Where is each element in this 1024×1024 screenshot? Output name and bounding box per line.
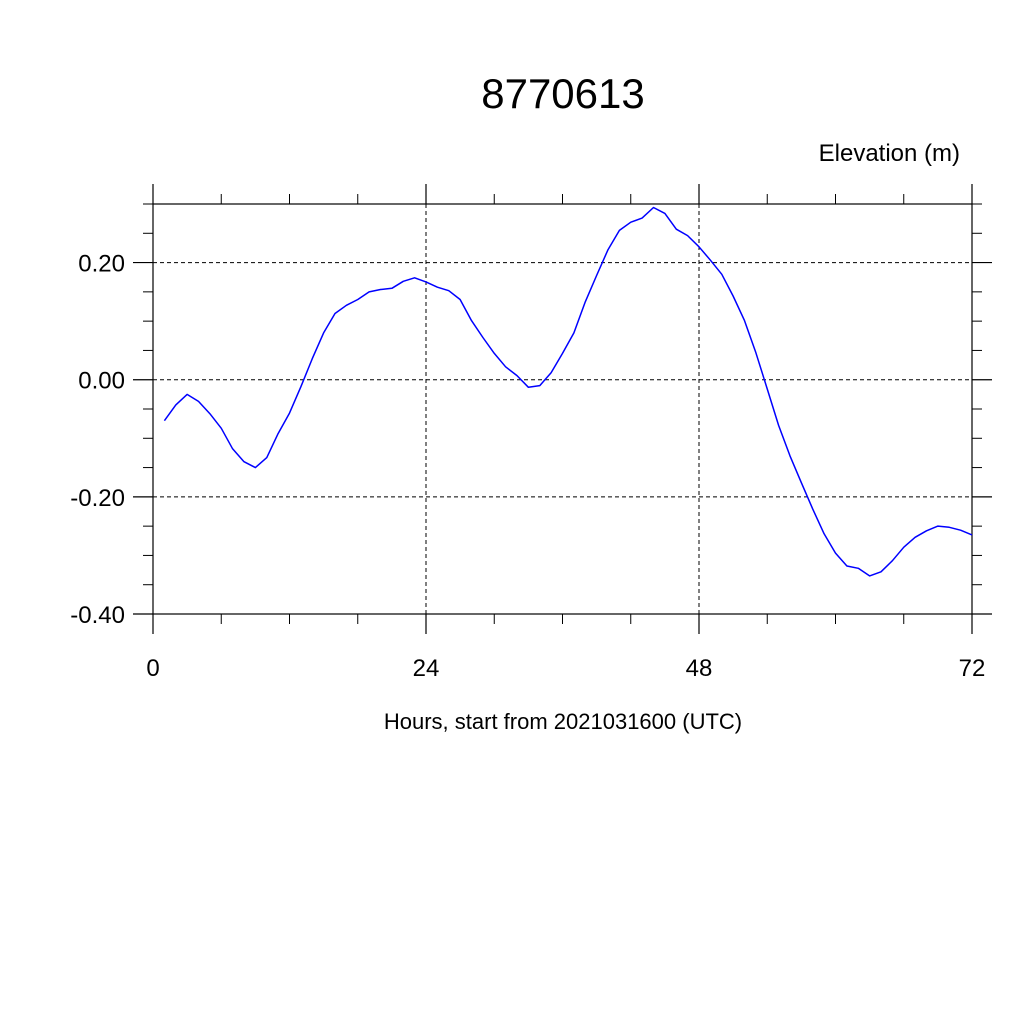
y-axis-label: Elevation (m) (819, 140, 960, 167)
x-tick-label: 48 (686, 655, 713, 682)
plot-frame (152, 203, 973, 615)
y-tick-label: 0.00 (78, 368, 125, 395)
series-group (163, 206, 973, 577)
x-tick-label: 0 (146, 655, 159, 682)
chart-title: 8770613 (481, 70, 645, 117)
grid-lines (153, 204, 972, 614)
y-tick-label: 0.20 (78, 251, 125, 278)
x-tick-labels: 0 24 48 72 (146, 655, 985, 682)
x-axis-label: Hours, start from 2021031600 (UTC) (384, 709, 742, 734)
x-tick-label: 72 (959, 655, 986, 682)
x-tick-label: 24 (413, 655, 440, 682)
series-line (163, 206, 973, 577)
minor-ticks (143, 194, 982, 624)
y-tick-label: -0.20 (70, 485, 125, 512)
y-tick-labels: 0.20 0.00 -0.20 -0.40 (70, 251, 125, 629)
major-ticks (133, 184, 992, 634)
y-tick-label: -0.40 (70, 602, 125, 629)
